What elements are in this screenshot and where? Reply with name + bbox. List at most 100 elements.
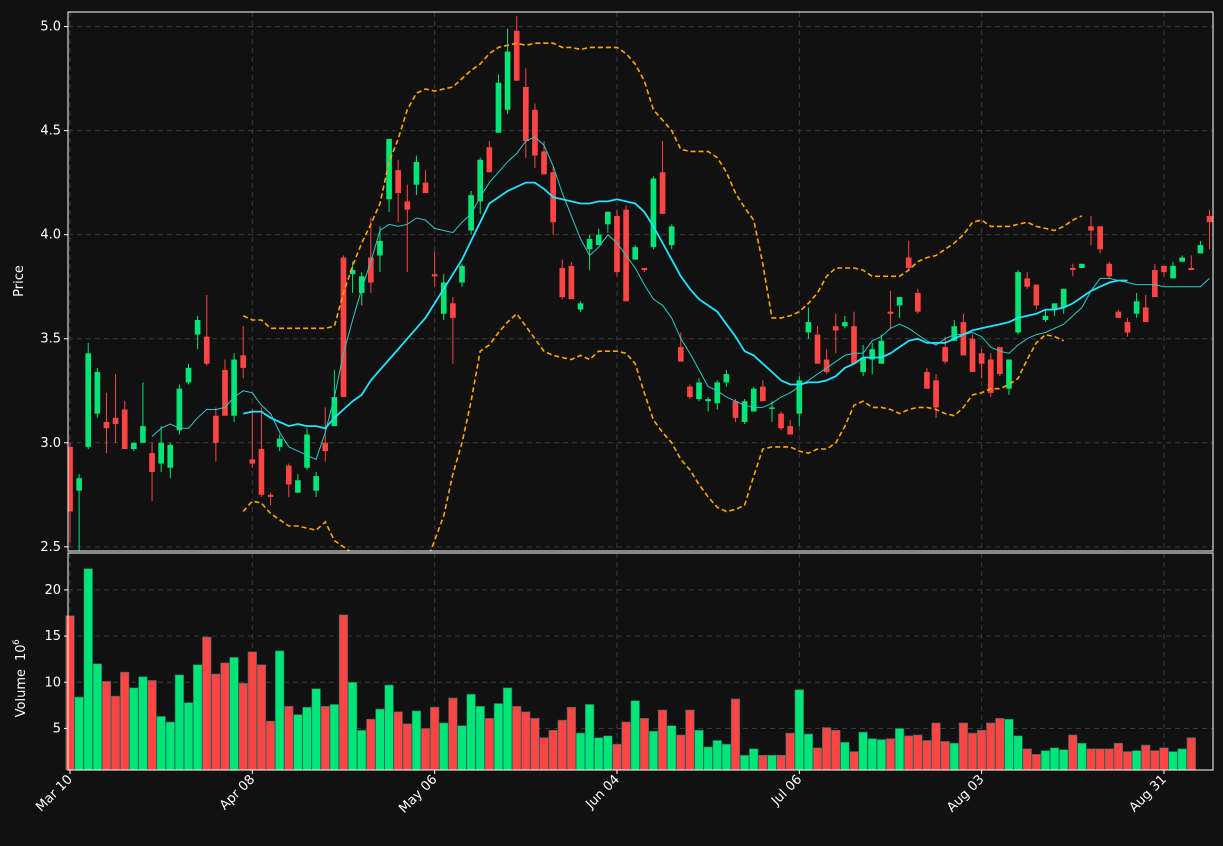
volume-bar [1059,749,1069,771]
volume-bar [129,687,139,771]
volume-bar [776,754,786,771]
candle-body [568,265,575,300]
candle-body [696,382,702,400]
volume-bar [867,738,877,771]
volume-bar [630,700,640,771]
volume-bar [931,722,941,771]
volume-axis-label-base: 10 [14,644,29,661]
candle-body [112,417,119,425]
volume-bar [83,568,93,771]
candle-body [468,195,474,231]
price-tick-label: 2.5 [40,540,61,555]
candles [68,16,1213,551]
volume-bar [320,705,330,771]
candle-body [130,442,137,450]
volume-bar [448,697,458,771]
candle-body [258,449,265,495]
candle-body [778,413,784,429]
volume-bar [612,743,622,771]
volume-bar [247,651,257,771]
volume-bar [940,741,950,771]
volume-bar [120,671,130,771]
volume-bar [311,688,321,771]
volume-tick-label: 15 [44,629,61,644]
volume-bar [165,721,175,771]
volume-bar [475,705,485,771]
candle-body [641,267,648,271]
volume-bar [512,705,522,771]
candle-body [1015,272,1021,333]
volume-bar [1131,750,1142,771]
candle-body [924,372,930,389]
candle-body [1060,288,1067,308]
grid-lines [68,12,1213,770]
volume-bar [648,730,659,771]
candle-body [513,30,520,81]
candle-body [1161,265,1167,273]
volume-bar [758,754,768,771]
candle-body [878,340,885,364]
candle-body [1042,315,1049,320]
volume-bar [457,725,467,771]
candle-body [978,353,985,364]
volume-bar [192,664,203,771]
candle-body [1152,270,1158,298]
candle-body [1024,278,1031,287]
volume-bar [1095,748,1105,771]
volume-bar [831,729,841,771]
candle-body [495,82,502,133]
candle-body [158,442,164,464]
volume-bar [739,754,750,771]
candle-body [687,386,693,397]
volume-bar [229,657,239,771]
volume-bar [256,664,267,771]
volume-bar [575,732,586,771]
volume-bar [1186,737,1196,771]
candle-body [942,347,948,362]
candle-body [741,401,748,422]
volume-bar [730,698,741,771]
volume-bar [876,739,886,771]
volume-panel-frame [67,552,1214,771]
candle-body [440,282,447,314]
candle-body [395,170,402,194]
price-axis-label: Price [12,265,27,297]
volume-bar [484,717,494,771]
candle-body [240,355,247,368]
candle-body [887,311,894,314]
volume-bar [211,673,221,771]
price-tick-label: 3.0 [40,436,61,451]
candle-body [605,211,611,225]
volume-bar [375,708,385,771]
volume-bar [1068,734,1078,771]
bollinger-upper-line [242,42,1083,330]
candle-body [1133,301,1140,314]
volume-bar [65,615,75,771]
candle-body [842,322,848,327]
volume-axis-label-exponent: 6 [12,639,22,645]
candle-body [322,442,329,452]
volume-bar [986,722,996,771]
candle-body [1088,226,1094,231]
candle-body [632,247,639,260]
volume-bar [566,706,577,771]
volume-bar [265,720,276,771]
date-tick-label: Aug 03 [944,772,987,815]
volume-bar [1022,748,1032,771]
date-tick-label: Jul 06 [768,772,805,809]
candle-body [851,326,857,364]
candle-body [422,182,429,194]
candle-body [960,322,967,356]
candle-body [340,257,347,397]
volume-bar [913,734,923,771]
volume-bar [238,682,248,771]
volume-bar [202,636,212,771]
volume-bar [803,733,814,771]
candle-body [814,334,821,364]
candle-body [997,347,1003,375]
price-tick-label: 4.5 [40,124,61,139]
volume-bar [1141,744,1151,771]
price-tick-label: 5.0 [40,20,61,35]
candle-body [1188,267,1195,271]
